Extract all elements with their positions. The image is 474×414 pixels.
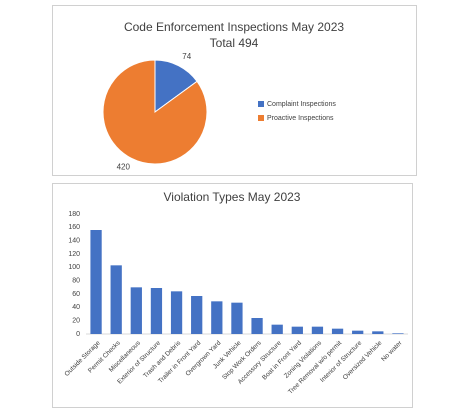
data-label: 74 (182, 52, 191, 61)
bar (271, 324, 283, 334)
bar (191, 296, 203, 334)
legend-label: Proactive Inspections (267, 115, 334, 122)
bar (110, 265, 122, 334)
chart-subtitle: Total 494 (210, 36, 259, 50)
pie-slice (154, 59, 198, 113)
pie-slice (102, 59, 208, 165)
bar (211, 301, 223, 334)
y-tick-label: 160 (68, 224, 80, 231)
bar (251, 318, 263, 334)
y-tick-label: 20 (72, 318, 80, 325)
bar (150, 288, 163, 334)
y-tick-label: 60 (72, 291, 80, 298)
y-tick-label: 80 (72, 278, 80, 285)
y-tick-label: 100 (68, 264, 80, 271)
bar (90, 230, 102, 334)
y-tick-label: 40 (72, 304, 80, 311)
bar (170, 291, 183, 334)
chart-title: Code Enforcement Inspections May 2023 (124, 20, 344, 34)
bar (130, 287, 142, 334)
y-tick-label: 140 (68, 238, 80, 245)
bar (331, 328, 344, 334)
bar (311, 326, 324, 334)
legend-swatch (258, 115, 264, 121)
bar (231, 302, 243, 334)
bar (291, 326, 303, 334)
legend-swatch (258, 101, 264, 107)
legend-label: Complaint Inspections (267, 101, 336, 108)
chart-title: Violation Types May 2023 (164, 190, 301, 204)
bar (392, 333, 404, 334)
bar (352, 330, 364, 334)
y-tick-label: 180 (68, 211, 80, 218)
data-label: 420 (117, 162, 131, 171)
bar (372, 331, 384, 334)
y-tick-label: 120 (68, 251, 80, 258)
y-tick-label: 0 (76, 331, 80, 338)
